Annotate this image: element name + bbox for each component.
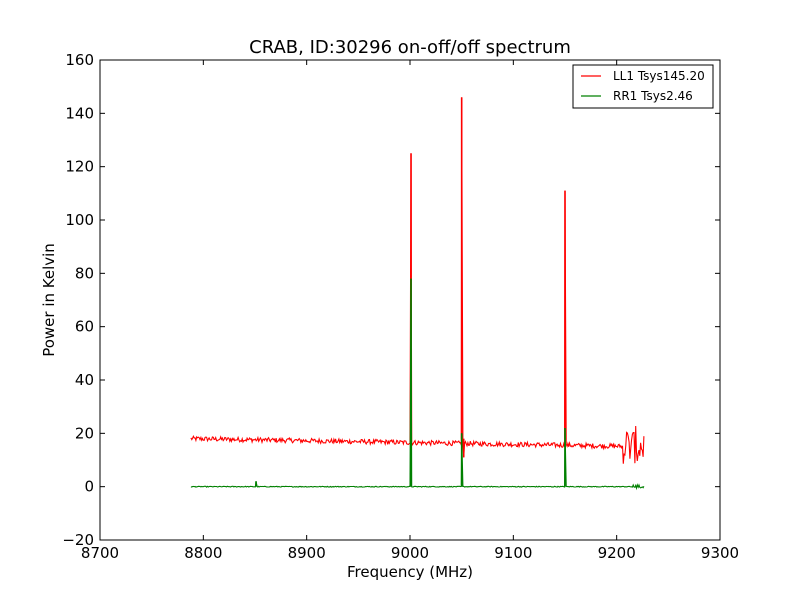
x-tick-label: 9300 (701, 544, 739, 562)
x-axis-label: Frequency (MHz) (347, 563, 473, 581)
y-tick-label: 60 (75, 318, 94, 336)
x-tick-label: 9200 (598, 544, 636, 562)
legend-label-rr1: RR1 Tsys2.46 (613, 89, 693, 103)
y-tick-label: 140 (65, 104, 94, 122)
y-tick-label: 160 (65, 51, 94, 69)
series-line-rr1 (190, 278, 645, 491)
x-tick-label: 8700 (81, 544, 119, 562)
x-tick-label: 9100 (494, 544, 532, 562)
legend: LL1 Tsys145.20 RR1 Tsys2.46 (572, 64, 714, 109)
x-tick-label: 8900 (288, 544, 326, 562)
y-axis-ticks: −20 0 20 40 60 80 100 120 140 160 (62, 51, 720, 549)
y-axis-label: Power in Kelvin (40, 243, 58, 357)
y-tick-label: −20 (62, 531, 94, 549)
legend-box (572, 64, 714, 109)
chart-title: CRAB, ID:30296 on-off/off spectrum (249, 37, 571, 58)
y-tick-label: 20 (75, 424, 94, 442)
y-tick-label: 40 (75, 371, 94, 389)
plot-area (190, 97, 645, 491)
x-tick-label: 9000 (391, 544, 429, 562)
x-axis-ticks: 8700 8800 8900 9000 9100 9200 9300 (81, 60, 739, 562)
y-tick-label: 100 (65, 211, 94, 229)
y-tick-label: 120 (65, 158, 94, 176)
y-tick-label: 0 (84, 478, 94, 496)
y-tick-label: 80 (75, 264, 94, 282)
x-tick-label: 8800 (184, 544, 222, 562)
legend-label-ll1: LL1 Tsys145.20 (613, 69, 705, 83)
series-line-ll1 (190, 97, 645, 464)
